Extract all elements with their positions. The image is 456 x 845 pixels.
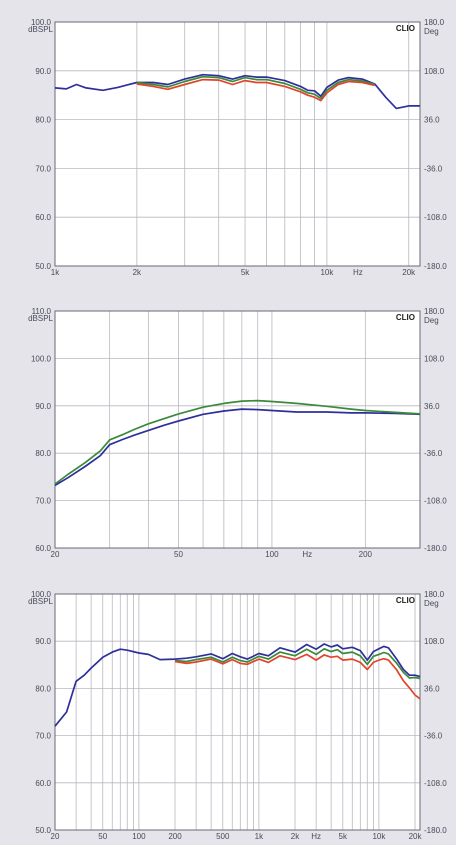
x-tick-label: 2k <box>133 268 142 277</box>
y2-tick-label: 180.0 <box>424 18 445 27</box>
plot-frame <box>54 21 421 267</box>
y-tick-label: 70.0 <box>35 164 51 173</box>
plot-area <box>55 22 420 266</box>
x-tick-label: Hz <box>311 832 321 841</box>
y-axis-label: dBSPL <box>28 597 53 606</box>
y-tick-label: 50.0 <box>35 262 51 271</box>
x-tick-label: 5k <box>241 268 250 277</box>
x-tick-label: 200 <box>168 832 182 841</box>
y2-tick-label: -108.0 <box>424 779 447 788</box>
y2-tick-label: 108.0 <box>424 354 445 363</box>
y2-tick-label: -180.0 <box>424 262 447 271</box>
y2-tick-label: -36.0 <box>424 732 443 741</box>
series-line-1 <box>54 408 421 487</box>
x-tick-label: 200 <box>359 550 373 559</box>
y-tick-label: 110.0 <box>32 307 52 316</box>
brand-label: CLIO <box>396 24 415 33</box>
series-line-1 <box>54 73 420 110</box>
plot-area <box>55 311 420 548</box>
x-tick-label: 20 <box>51 550 60 559</box>
brand-label: CLIO <box>396 596 415 605</box>
x-tick-label: 500 <box>216 832 230 841</box>
series-line-2 <box>136 75 376 100</box>
y-tick-label: 80.0 <box>35 116 51 125</box>
y-tick-label: 70.0 <box>35 497 51 506</box>
x-tick-label: 10k <box>372 832 386 841</box>
x-tick-label: Hz <box>302 550 312 559</box>
y-tick-label: 50.0 <box>35 826 51 835</box>
y-tick-label: 70.0 <box>35 732 51 741</box>
brand-label: CLIO <box>396 313 415 322</box>
x-tick-label: 10k <box>320 268 334 277</box>
y2-tick-label: 36.0 <box>424 684 440 693</box>
y-tick-label: 90.0 <box>35 402 51 411</box>
y2-axis-label: Deg <box>424 27 439 36</box>
y2-tick-label: 180.0 <box>424 307 445 316</box>
x-tick-label: 5k <box>339 832 348 841</box>
y2-tick-label: -108.0 <box>424 213 447 222</box>
y-tick-label: 60.0 <box>35 779 51 788</box>
y2-tick-label: -36.0 <box>424 164 443 173</box>
x-tick-label: 50 <box>98 832 107 841</box>
x-tick-label: 20 <box>51 832 60 841</box>
y2-tick-label: -108.0 <box>424 497 447 506</box>
plot-area <box>55 594 420 830</box>
series-line-3 <box>174 653 421 700</box>
x-tick-label: 1k <box>255 832 264 841</box>
x-tick-label: 2k <box>291 832 300 841</box>
y2-tick-label: 108.0 <box>424 67 445 76</box>
x-tick-label: 100 <box>265 550 279 559</box>
y2-tick-label: -36.0 <box>424 449 443 458</box>
y-tick-label: 60.0 <box>35 213 51 222</box>
x-tick-label: Hz <box>353 268 363 277</box>
series-line-2 <box>54 399 421 485</box>
series-line-2 <box>174 647 421 680</box>
y-tick-label: 80.0 <box>35 449 51 458</box>
series-line-3 <box>136 78 375 102</box>
y-tick-label: 90.0 <box>35 67 51 76</box>
x-tick-label: 100 <box>132 832 146 841</box>
y-axis-label: dBSPL <box>28 314 53 323</box>
y-tick-label: 100.0 <box>31 18 52 27</box>
y-tick-label: 60.0 <box>35 544 51 553</box>
y-axis-label: dBSPL <box>28 25 53 34</box>
y-tick-label: 100.0 <box>31 354 52 363</box>
series-line-1 <box>54 643 421 727</box>
y-tick-label: 100.0 <box>31 590 52 599</box>
y2-tick-label: 36.0 <box>424 402 440 411</box>
y2-tick-label: 180.0 <box>424 590 445 599</box>
y2-axis-label: Deg <box>424 599 439 608</box>
x-tick-label: 50 <box>174 550 183 559</box>
y2-tick-label: 36.0 <box>424 116 440 125</box>
x-tick-label: 20k <box>409 832 423 841</box>
y-tick-label: 80.0 <box>35 684 51 693</box>
plot-frame <box>54 310 421 549</box>
plot-frame <box>54 593 421 831</box>
y2-tick-label: -180.0 <box>424 826 447 835</box>
x-tick-label: 1k <box>51 268 60 277</box>
y2-axis-label: Deg <box>424 316 439 325</box>
y2-tick-label: 108.0 <box>424 637 445 646</box>
y-tick-label: 90.0 <box>35 637 51 646</box>
x-tick-label: 20k <box>402 268 416 277</box>
y2-tick-label: -180.0 <box>424 544 447 553</box>
